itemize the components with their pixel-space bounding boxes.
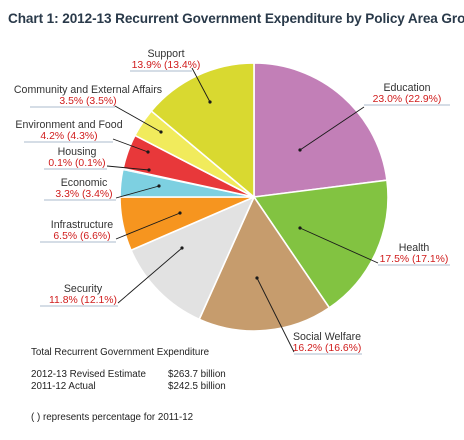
slice-value-environment-and-food: 4.2% (4.3%) — [40, 131, 97, 142]
pie-slices — [119, 62, 389, 332]
leader-dot — [208, 100, 212, 104]
slice-label-social-welfare: Social Welfare — [293, 331, 361, 343]
leader-line — [299, 227, 379, 264]
leader-line — [112, 138, 149, 153]
chart-title: Chart 1: 2012-13 Recurrent Government Ex… — [8, 11, 464, 26]
leader-dot — [147, 168, 151, 172]
footnote: ( ) represents percentage for 2011-12 — [31, 412, 194, 423]
slice-value-infrastructure: 6.5% (6.6%) — [53, 231, 110, 242]
total-row-label: 2012-13 Revised Estimate — [31, 369, 146, 380]
leader-dot — [298, 148, 302, 152]
leader-line — [191, 67, 211, 103]
total-row-2011-12: 2011-12 Actual $242.5 billion — [31, 381, 226, 392]
leader-line — [299, 106, 365, 151]
slice-label-infrastructure: Infrastructure — [51, 219, 114, 231]
leader-line — [256, 277, 295, 353]
slice-value-security: 11.8% (12.1%) — [49, 295, 117, 306]
pie-slice-health — [252, 179, 389, 309]
slice-label-community-and-external-affairs: Community and External Affairs — [14, 84, 162, 96]
leader-line — [106, 165, 150, 171]
slice-label-health: Health — [399, 242, 430, 254]
total-row-2012-13: 2012-13 Revised Estimate $263.7 billion — [31, 369, 226, 380]
total-row-value: $263.7 billion — [168, 369, 226, 380]
slice-label-security: Security — [64, 283, 103, 295]
slice-value-economic: 3.3% (3.4%) — [55, 189, 112, 200]
leader-dot — [180, 246, 184, 250]
leader-line — [114, 105, 162, 133]
slice-label-support: Support — [147, 48, 184, 60]
leader-dot — [178, 211, 182, 215]
total-row-label: 2011-12 Actual — [31, 381, 96, 392]
slice-value-health: 17.5% (17.1%) — [380, 254, 449, 265]
slice-label-education: Education — [383, 82, 430, 94]
leader-line — [115, 185, 160, 199]
slice-value-social-welfare: 16.2% (16.6%) — [293, 343, 362, 354]
slice-label-housing: Housing — [58, 146, 97, 158]
pie-slice-support — [150, 62, 255, 199]
leader-dot — [298, 226, 302, 230]
slice-value-education: 23.0% (22.9%) — [373, 94, 442, 105]
leader-dot — [157, 184, 161, 188]
pie-slice-security — [129, 195, 256, 321]
slice-value-community-and-external-affairs: 3.5% (3.5%) — [59, 96, 116, 107]
leader-dot — [159, 130, 163, 134]
slice-label-economic: Economic — [61, 177, 108, 189]
total-heading: Total Recurrent Government Expenditure — [31, 347, 210, 358]
leader-dot — [146, 150, 150, 154]
slice-label-environment-and-food: Environment and Food — [15, 119, 122, 131]
leader-line — [115, 212, 181, 240]
total-row-value: $242.5 billion — [168, 381, 226, 392]
slice-value-support: 13.9% (13.4%) — [132, 60, 201, 71]
leader-line — [117, 247, 183, 304]
slice-value-housing: 0.1% (0.1%) — [48, 158, 105, 169]
leader-dot — [255, 276, 259, 280]
pie-slice-education — [253, 62, 388, 198]
pie-slice-social-welfare — [198, 195, 331, 332]
